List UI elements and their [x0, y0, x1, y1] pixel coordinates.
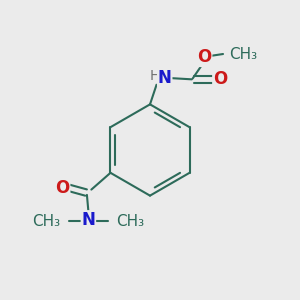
- Text: N: N: [158, 69, 172, 87]
- Text: O: O: [213, 70, 227, 88]
- Text: N: N: [82, 211, 95, 229]
- Text: CH₃: CH₃: [229, 47, 257, 62]
- Text: H: H: [149, 69, 160, 83]
- Text: CH₃: CH₃: [32, 214, 60, 229]
- Text: CH₃: CH₃: [116, 214, 145, 229]
- Text: O: O: [197, 48, 212, 66]
- Text: O: O: [56, 178, 70, 196]
